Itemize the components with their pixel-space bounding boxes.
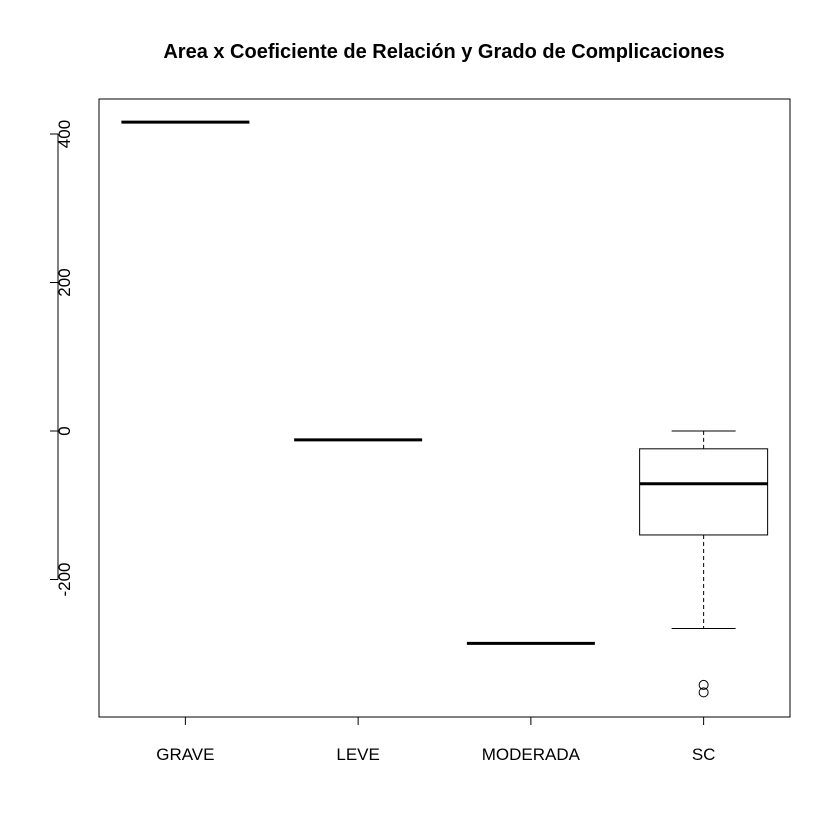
x-tick-label: SC [692,745,716,764]
y-tick-label: 200 [55,268,74,296]
iqr-box [639,448,769,536]
outlier-point [698,687,709,698]
x-axis: GRAVE LEVE MODERADA SC [156,716,716,764]
chart-title: Area x Coeficiente de Relación y Grado d… [163,41,724,63]
y-tick-label: 400 [55,120,74,148]
y-tick-label: -200 [55,562,74,596]
y-axis: 400 200 0 -200 [50,120,74,597]
boxes-group [121,120,769,698]
outlier-point [698,679,709,690]
x-tick-label: MODERADA [482,745,581,764]
box-sc [639,430,769,698]
x-tick-label: GRAVE [156,745,214,764]
y-tick-label: 0 [55,426,74,435]
x-tick-label: LEVE [336,745,379,764]
